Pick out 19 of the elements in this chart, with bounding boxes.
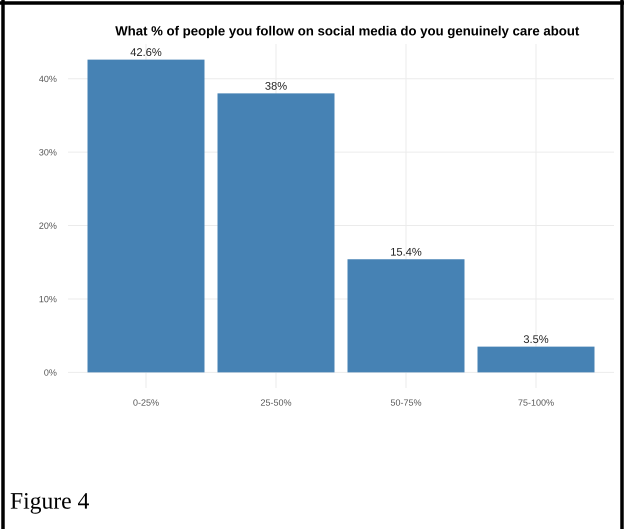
x-tick-label: 0-25% [133,399,159,406]
x-tick-label: 25-50% [260,399,292,406]
data-label: 38% [265,82,287,90]
y-tick-label: 40% [39,76,57,82]
chart-title: What % of people you follow on social media do you genuinely care about [115,26,580,38]
bar [218,93,334,372]
data-label: 15.4% [391,248,422,256]
y-tick-label: 0% [44,369,57,376]
y-tick-label: 10% [40,296,57,302]
x-tick-label: 75-100% [518,399,554,406]
bar [478,346,594,372]
bar [88,60,204,372]
y-tick-label: 20% [39,222,57,229]
y-tick-label: 30% [39,149,57,156]
bar [348,259,464,372]
data-label: 42.6% [130,48,162,56]
caption: Figure 4 [10,492,89,514]
x-tick-label: 50-75% [390,399,422,406]
data-label: 3.5% [524,335,548,344]
